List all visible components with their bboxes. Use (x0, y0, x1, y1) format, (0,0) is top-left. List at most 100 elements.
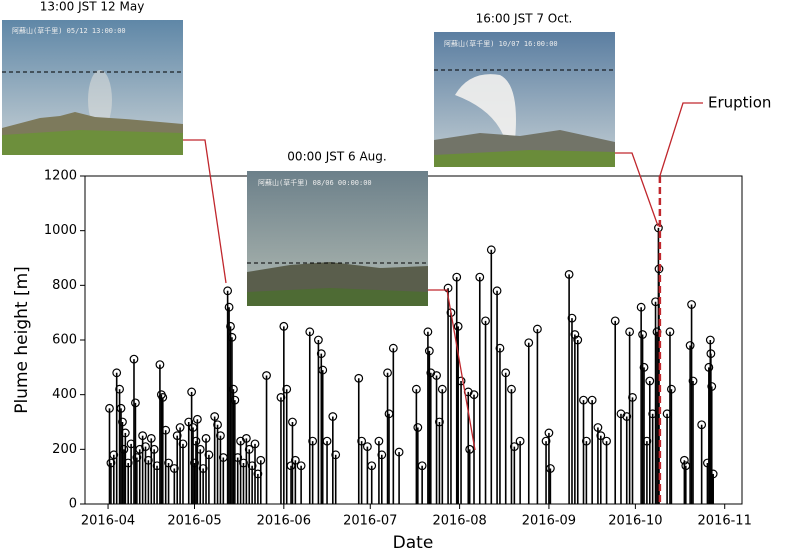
stem-marker (135, 444, 145, 454)
stem-marker (290, 455, 300, 465)
stem-marker (250, 439, 260, 449)
callout-line (659, 102, 703, 177)
stem-marker (388, 343, 398, 353)
stem-marker (279, 321, 289, 331)
callout-line (428, 289, 476, 451)
stem-marker (665, 327, 675, 337)
stem-marker (453, 321, 463, 331)
callout-line (183, 139, 227, 284)
stem-marker (288, 417, 297, 427)
insets: 13:00 JST 12 May 阿蘇山(草千里) 05/12 13:00:00… (2, 0, 659, 451)
y-axis-label: Plume height [m] (12, 266, 32, 414)
stem-marker (688, 376, 698, 386)
stem-marker (435, 417, 444, 427)
camera-image: 阿蘇山(草千里) 10/07 16:00:00 (434, 32, 615, 167)
stem-marker (169, 464, 179, 473)
stem-marker (593, 423, 603, 432)
stem-marker (704, 362, 714, 372)
stem-marker (708, 469, 718, 479)
stem-marker (573, 335, 583, 345)
stem-marker (374, 436, 384, 446)
stem-marker (610, 316, 620, 326)
stem-marker (256, 455, 266, 465)
callout-line (615, 152, 659, 227)
stem-marker (328, 412, 338, 421)
stem-marker (495, 343, 505, 353)
stem-marker (184, 417, 194, 427)
y-tick-label: 1000 (44, 223, 77, 238)
stem-marker (198, 464, 208, 473)
stem-marker (642, 436, 652, 446)
stem-marker (705, 335, 715, 345)
stem-marker (178, 439, 188, 449)
camera-stamp: 阿蘇山(草千里) 05/12 13:00:00 (12, 26, 126, 35)
stem-marker (639, 362, 649, 372)
y-tick-label: 0 (69, 497, 77, 512)
stem-marker (616, 409, 626, 419)
stem-marker (201, 434, 211, 443)
stem-marker (481, 316, 490, 326)
stem-marker (654, 223, 663, 233)
stem-marker (706, 349, 716, 359)
stem-marker (123, 458, 133, 468)
stem-marker (636, 302, 646, 312)
stem-marker (638, 330, 647, 339)
stem-marker (223, 286, 233, 296)
stem-marker (164, 458, 173, 468)
stem-marker (224, 302, 234, 312)
stem-marker (533, 324, 542, 334)
x-axis-label: Date (393, 533, 434, 551)
y-tick-label: 400 (52, 387, 77, 402)
stem-marker (545, 464, 555, 473)
stem-marker (216, 431, 225, 441)
stem-marker (411, 384, 421, 394)
stem-marker (239, 458, 248, 468)
stem-marker (413, 423, 423, 432)
stem-marker (192, 414, 202, 424)
stem-marker (354, 373, 364, 383)
camera-stamp: 阿蘇山(草千里) 08/06 00:00:00 (258, 178, 372, 187)
stem-marker (247, 461, 257, 471)
stem-marker (707, 382, 717, 391)
inset-caption: 13:00 JST 12 May (40, 0, 145, 14)
y-tick-label: 800 (52, 278, 77, 293)
y-tick-label: 1200 (44, 169, 77, 184)
stem-marker (241, 434, 251, 443)
stem-marker (579, 395, 588, 405)
stem-marker (602, 436, 611, 446)
stem-marker (105, 403, 114, 413)
stem-marker (106, 458, 116, 468)
stem-marker (423, 327, 433, 337)
stem-marker (308, 436, 318, 446)
stem-marker (210, 412, 220, 421)
stem-marker (667, 384, 676, 394)
stem-marker (509, 442, 519, 452)
x-tick-label: 2016-06 (257, 514, 311, 529)
stem-marker (377, 450, 387, 460)
camera-stamp: 阿蘇山(草千里) 10/07 16:00:00 (444, 39, 558, 48)
stem-marker (112, 368, 122, 378)
stem-marker (331, 450, 341, 460)
stem-marker (515, 436, 525, 446)
stem-marker (362, 442, 372, 452)
x-tick-label: 2016-04 (81, 514, 135, 529)
annotation: Eruption (658, 94, 771, 504)
stem-marker (426, 368, 436, 378)
y-tick-label: 600 (52, 333, 77, 348)
stem-marker (195, 444, 205, 454)
stem-marker (227, 332, 237, 342)
stem-marker (204, 450, 214, 460)
x-tick-label: 2016-09 (522, 514, 576, 529)
stem-marker (316, 349, 326, 359)
stem-marker (296, 461, 306, 471)
stem-marker (236, 436, 246, 446)
stem-marker (262, 371, 271, 380)
stem-marker (544, 428, 554, 438)
inset-caption: 16:00 JST 7 Oct. (476, 12, 573, 26)
stem-marker (226, 321, 235, 331)
stem-marker (622, 412, 632, 421)
stem-marker (628, 393, 637, 402)
stem-marker (424, 346, 434, 356)
y-tick-label: 200 (52, 442, 77, 457)
